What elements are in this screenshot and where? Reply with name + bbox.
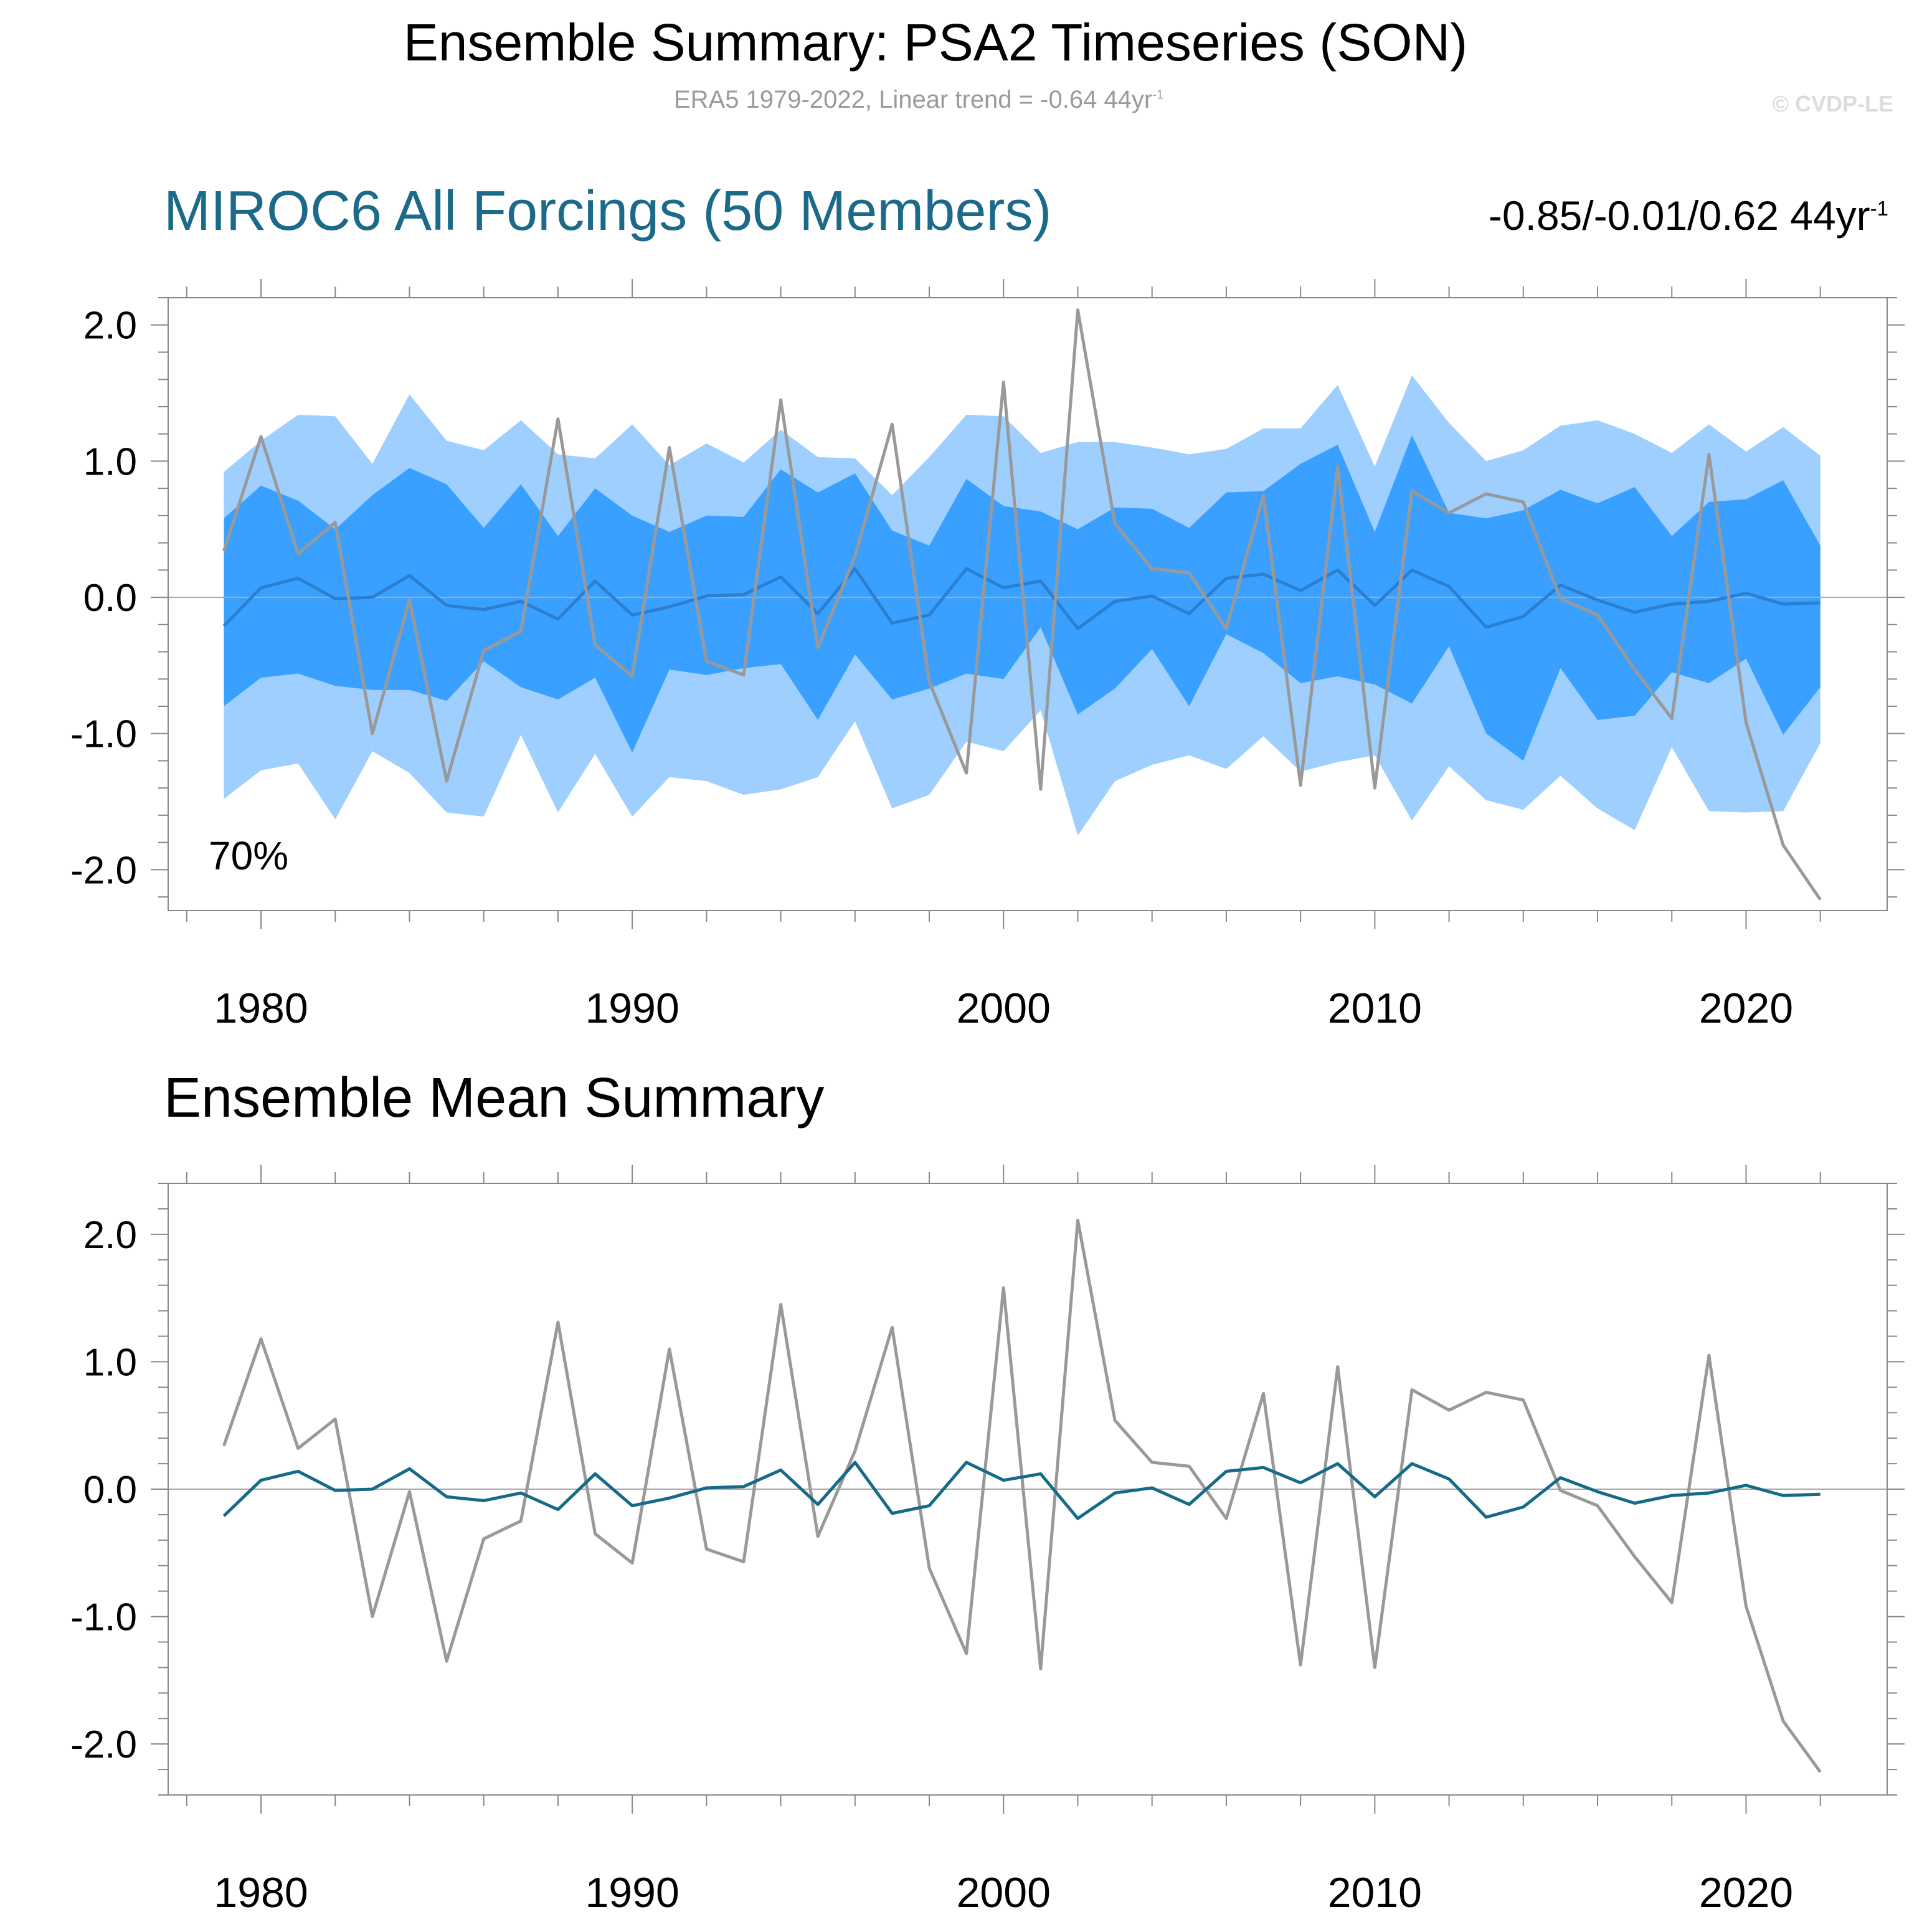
bottom-x-tick-label: 1980 xyxy=(214,1869,308,1916)
bottom-y-tick-label: 0.0 xyxy=(83,1469,137,1512)
top-y-tick-label: 0.0 xyxy=(83,577,137,620)
page-title: Ensemble Summary: PSA2 Timeseries (SON) xyxy=(403,13,1468,72)
bottom-x-tick-label: 2020 xyxy=(1699,1869,1793,1916)
subtitle: ERA5 1979-2022, Linear trend = -0.64 44y… xyxy=(483,86,1355,114)
top-x-tick-label: 2000 xyxy=(957,985,1051,1032)
trend-range: -0.85/-0.01/0.62 44yr-1 xyxy=(1489,192,1888,239)
panel1-title: MIROC6 All Forcings (50 Members) xyxy=(164,180,1052,242)
subtitle-text: ERA5 1979-2022, Linear trend = -0.64 44y… xyxy=(673,86,1153,113)
bottom-observations-line xyxy=(222,1218,1822,1773)
bottom-y-tick-label: 2.0 xyxy=(83,1214,137,1257)
bottom-y-tick-label: -2.0 xyxy=(70,1723,137,1766)
trend-range-exponent: -1 xyxy=(1870,197,1888,220)
percent-label: 70% xyxy=(209,833,288,878)
top-x-tick-label: 2020 xyxy=(1699,985,1793,1032)
top-y-tick-label: -2.0 xyxy=(70,849,137,892)
top-observations-line xyxy=(222,308,1822,901)
bottom-x-tick-label: 2010 xyxy=(1328,1869,1422,1916)
bottom-y-tick-label: -1.0 xyxy=(70,1596,137,1639)
top-y-tick-label: -1.0 xyxy=(70,713,137,756)
panel2-title: Ensemble Mean Summary xyxy=(164,1067,825,1129)
credit-watermark: © CVDP-LE xyxy=(1772,91,1893,116)
trend-range-text: -0.85/-0.01/0.62 44yr xyxy=(1488,192,1870,239)
bottom-ensemble-mean-line xyxy=(222,1461,1821,1520)
top-panel-chart: -2.0 -1.0 0.0 1.0 2.0 1980 1990 2000 2010 2020 xyxy=(70,279,1905,1032)
subtitle-exponent: -1 xyxy=(1152,88,1164,102)
bottom-panel-chart: -2.0 -1.0 0.0 1.0 2.0 1980 1990 2000 2010 2020 xyxy=(70,1165,1905,1916)
top-plot-frame xyxy=(168,297,1888,911)
top-y-tick-label: 1.0 xyxy=(83,440,137,483)
bottom-y-tick-label: 1.0 xyxy=(83,1341,137,1384)
top-x-tick-label: 2010 xyxy=(1328,985,1422,1032)
bottom-x-tick-label: 1990 xyxy=(585,1869,679,1916)
top-x-tick-label: 1980 xyxy=(214,985,308,1032)
bottom-x-tick-label: 2000 xyxy=(957,1869,1051,1916)
top-y-tick-label: 2.0 xyxy=(83,305,137,348)
top-x-tick-label: 1990 xyxy=(585,985,679,1032)
